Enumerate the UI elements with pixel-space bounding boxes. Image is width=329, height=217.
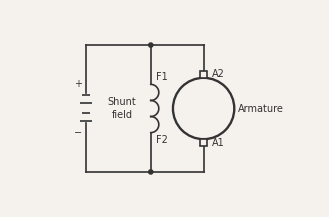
Bar — [200, 139, 207, 146]
Text: F2: F2 — [156, 135, 168, 145]
Text: +: + — [74, 79, 82, 89]
Text: Armature: Armature — [238, 104, 283, 113]
Text: A2: A2 — [212, 69, 224, 79]
Text: −: − — [74, 128, 82, 138]
Bar — [200, 71, 207, 78]
Text: F1: F1 — [156, 72, 168, 82]
Text: A1: A1 — [212, 138, 224, 148]
Text: Shunt
field: Shunt field — [108, 97, 137, 120]
Circle shape — [149, 170, 153, 174]
Circle shape — [149, 43, 153, 47]
